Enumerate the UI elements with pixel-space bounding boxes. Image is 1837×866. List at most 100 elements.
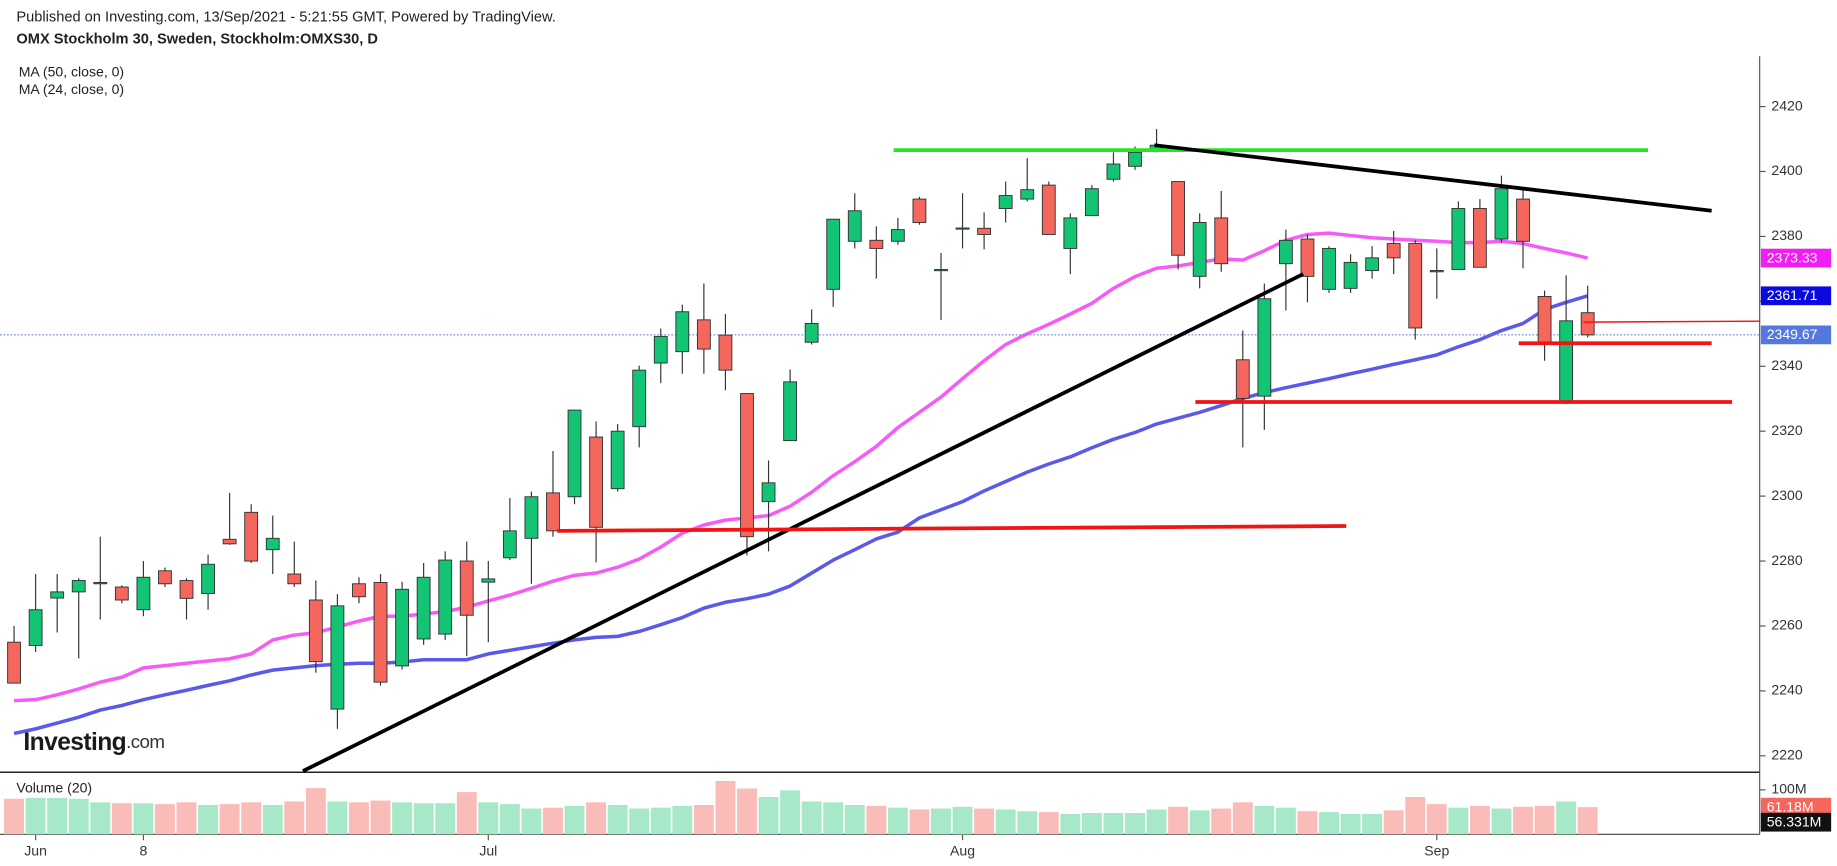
trend-line [302, 272, 1304, 773]
volume-bar [1513, 806, 1533, 835]
volume-bar [1297, 811, 1318, 835]
volume-bar [456, 792, 477, 835]
volume-bar [1168, 806, 1189, 835]
volume-bar [1189, 810, 1210, 835]
candle-body [1106, 163, 1121, 180]
volume-bar [995, 809, 1016, 835]
volume-bar [111, 803, 132, 835]
x-tick-label: Jun [24, 843, 47, 859]
volume-bar [844, 805, 865, 835]
candle-body [28, 609, 43, 646]
published-note: Published on Investing.com, 13/Sep/2021 … [16, 9, 555, 25]
candle-body [459, 560, 474, 616]
volume-ma-tag-box [1760, 812, 1832, 832]
candle-body [373, 582, 388, 683]
volume-tag-text: 61.18M [1767, 798, 1814, 814]
candle-body [934, 269, 948, 272]
volume-bar [1426, 804, 1447, 835]
candle-body [955, 227, 970, 230]
candle-body [438, 559, 453, 635]
x-tick-label: 8 [139, 843, 147, 859]
candle-body [653, 335, 668, 364]
candle-body [179, 580, 194, 599]
moving-average-line [13, 294, 1589, 736]
volume-bar [327, 801, 348, 835]
candle-body [222, 538, 237, 545]
candle-body [1386, 243, 1401, 259]
x-tick-label: Jul [479, 843, 497, 859]
volume-bar [715, 780, 736, 835]
volume-ma-tag: 56.331M [1760, 812, 1832, 832]
logo: Investing.com [23, 728, 164, 755]
volume-bar [737, 788, 757, 835]
candle-body [1429, 270, 1444, 273]
volume-legend: Volume (20) [16, 779, 92, 795]
volume-bar [1534, 805, 1555, 835]
volume-bar [478, 802, 499, 835]
volume-bar [866, 805, 887, 835]
candle-body [1300, 238, 1315, 277]
candle-body [1257, 298, 1272, 397]
y-tick-label: 2420 [1771, 97, 1802, 113]
volume-bar [176, 802, 197, 835]
candle-body [1192, 221, 1207, 277]
volume-bar [543, 807, 563, 835]
candle-body [1278, 239, 1293, 265]
ma-price-tag: 2373.33 [1760, 248, 1832, 268]
volume-tick-label: 100M [1771, 781, 1806, 797]
volume-bar [758, 796, 779, 835]
x-tick-label: Sep [1424, 843, 1449, 859]
candle-body [1020, 189, 1035, 200]
volume-bar [262, 805, 283, 835]
candle-body [675, 311, 690, 353]
candle-body [998, 195, 1013, 209]
volume-bar [219, 804, 240, 835]
volume-bar [1146, 809, 1167, 835]
volume-bar [154, 804, 175, 835]
ma-price-tag: 2361.71 [1760, 286, 1832, 306]
candle-body [1516, 198, 1530, 242]
candle-body [1128, 151, 1142, 167]
ma-legend: MA (50, close, 0) [19, 63, 124, 79]
volume-bar [672, 805, 693, 835]
volume-bar [1103, 813, 1124, 835]
y-tick-label: 2320 [1771, 422, 1802, 438]
volume-bar [435, 803, 456, 835]
candle-body [136, 576, 151, 611]
volume-bar [629, 808, 650, 835]
volume-bar [133, 803, 154, 835]
candle-body [93, 582, 108, 585]
ma-legend: MA (24, close, 0) [19, 81, 124, 97]
candle-body [1343, 261, 1358, 289]
candle-body [1041, 184, 1056, 235]
candle-body [395, 588, 409, 667]
candle-body [1365, 257, 1380, 271]
ma-price-tag-box [1760, 286, 1832, 306]
candle-body [265, 537, 280, 551]
volume-bar [974, 808, 995, 835]
candle-body [912, 198, 927, 223]
volume-bar [4, 798, 25, 835]
volume-bar [1017, 811, 1038, 835]
y-tick-label: 2240 [1771, 682, 1802, 698]
volume-tag: 61.18M [1760, 797, 1832, 817]
y-tick-label: 2400 [1771, 162, 1802, 178]
candle-body [546, 492, 560, 532]
y-tick-label: 2300 [1771, 487, 1802, 503]
volume-bar [823, 802, 844, 835]
volume-bar [1254, 805, 1275, 835]
candle-body [977, 227, 992, 235]
candle-body [1494, 188, 1509, 240]
volume-bar [693, 805, 714, 835]
volume-bar [1211, 808, 1232, 835]
volume-bar [1081, 813, 1102, 835]
moving-average-line [13, 231, 1589, 703]
volume-bar [499, 804, 520, 835]
candle-body [158, 570, 172, 585]
close-price-tag-box [1760, 325, 1832, 345]
volume-bar [887, 807, 908, 835]
volume-bar [1577, 807, 1598, 835]
